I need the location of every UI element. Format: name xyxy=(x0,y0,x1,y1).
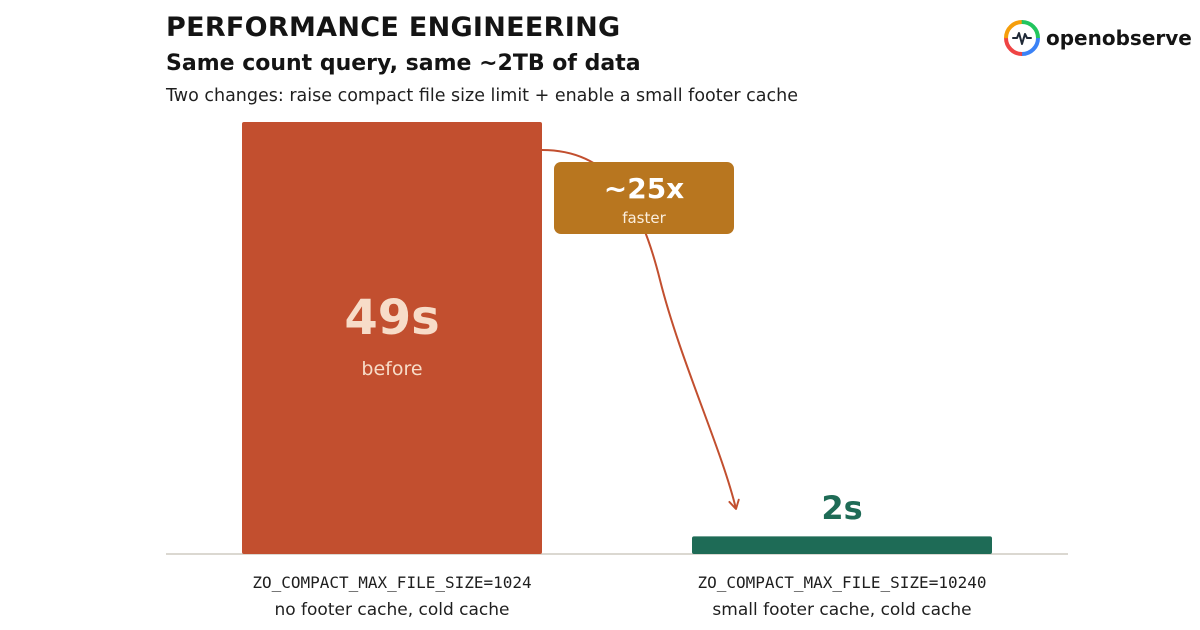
bar-after xyxy=(692,536,992,554)
category-config-after: ZO_COMPACT_MAX_FILE_SIZE=10240 xyxy=(698,573,987,592)
speedup-label: faster xyxy=(622,209,666,227)
page-title: PERFORMANCE ENGINEERING xyxy=(166,12,621,43)
page-description: Two changes: raise compact file size lim… xyxy=(166,86,798,106)
category-description-before: no footer cache, cold cache xyxy=(274,600,509,620)
category-description-after: small footer cache, cold cache xyxy=(712,600,971,620)
bar-after-value-label: 2s xyxy=(821,489,862,527)
bar-before-value-label: 49s xyxy=(344,290,439,346)
category-config-before: ZO_COMPACT_MAX_FILE_SIZE=1024 xyxy=(252,573,531,592)
speedup-value: ~25x xyxy=(604,172,685,205)
bar-before xyxy=(242,122,542,554)
brand-name: openobserve xyxy=(1046,26,1192,50)
speedup-badge xyxy=(554,162,734,234)
bar-before-sublabel: before xyxy=(361,358,422,380)
openobserve-logo-icon xyxy=(1004,20,1040,56)
brand-logo: openobserve xyxy=(1004,20,1192,56)
page-subtitle: Same count query, same ~2TB of data xyxy=(166,51,641,76)
